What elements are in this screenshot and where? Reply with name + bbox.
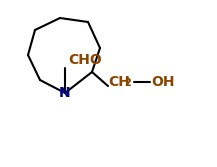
Text: N: N <box>59 86 71 100</box>
Text: 2: 2 <box>124 78 131 88</box>
Text: OH: OH <box>151 75 174 89</box>
Text: CHO: CHO <box>68 53 102 67</box>
Text: CH: CH <box>108 75 130 89</box>
